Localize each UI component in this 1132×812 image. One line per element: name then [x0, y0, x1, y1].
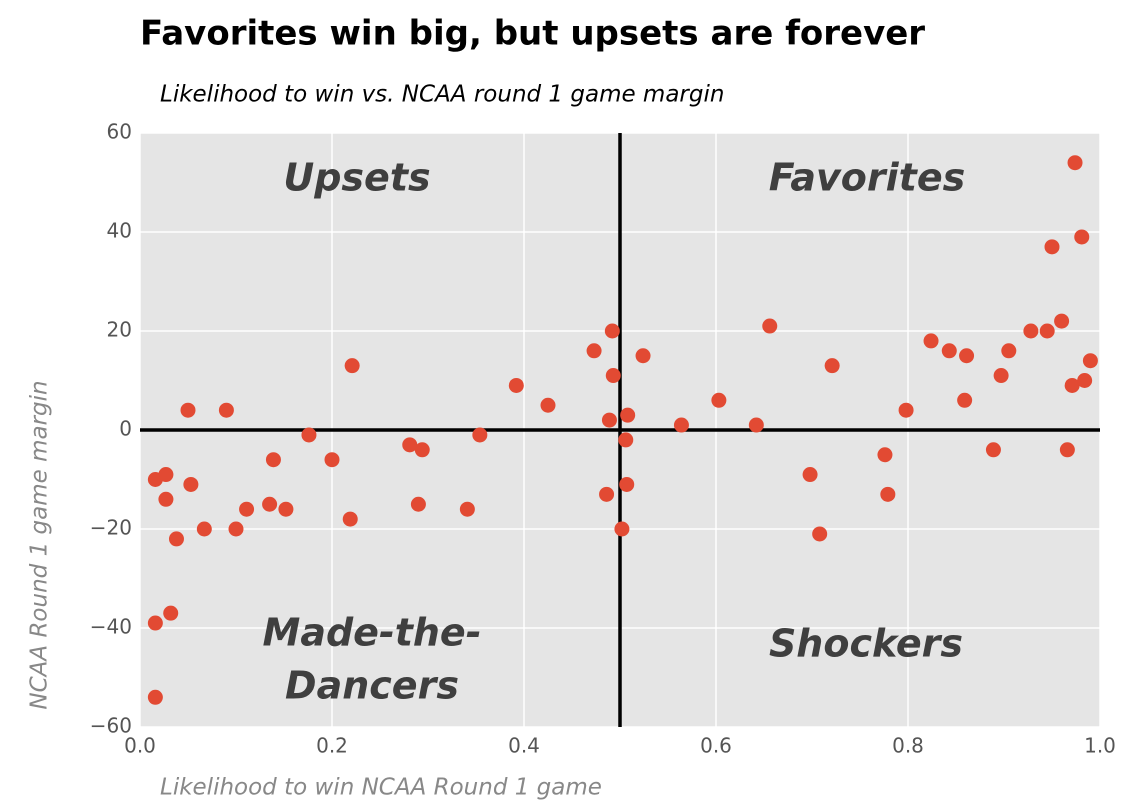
point: [278, 501, 294, 517]
point: [812, 526, 828, 542]
point: [508, 377, 524, 393]
point: [802, 467, 818, 483]
x-tick-label: 1.0: [1084, 734, 1116, 758]
quadrant-label: Shockers: [769, 622, 963, 666]
point: [265, 452, 281, 468]
point: [168, 531, 184, 547]
point: [880, 486, 896, 502]
point: [614, 521, 630, 537]
x-tick-label: 0.0: [124, 734, 156, 758]
point: [635, 348, 651, 364]
point: [877, 447, 893, 463]
point: [344, 358, 360, 374]
y-tick-label: −60: [90, 714, 132, 738]
point: [923, 333, 939, 349]
point: [414, 442, 430, 458]
y-tick-label: 40: [107, 219, 132, 243]
point: [324, 452, 340, 468]
point: [163, 605, 179, 621]
point: [147, 615, 163, 631]
x-tick-label: 0.8: [892, 734, 924, 758]
point: [540, 397, 556, 413]
point: [993, 368, 1009, 384]
quadrant-label: Favorites: [769, 156, 965, 200]
point: [941, 343, 957, 359]
point: [1077, 373, 1093, 388]
point: [218, 402, 234, 418]
point: [605, 368, 621, 384]
point: [1059, 442, 1075, 458]
y-tick-label: 0: [119, 417, 132, 441]
point: [620, 407, 636, 423]
point: [957, 392, 973, 408]
chart-subtitle: Likelihood to win vs. NCAA round 1 game …: [160, 82, 724, 108]
chart-title: Favorites win big, but upsets are foreve…: [140, 14, 925, 54]
point: [183, 476, 199, 492]
y-tick-label: 20: [107, 318, 132, 342]
point: [898, 402, 914, 418]
point: [196, 521, 212, 537]
point: [262, 496, 278, 512]
point: [472, 427, 488, 443]
point: [1001, 343, 1017, 359]
quadrant-label: Upsets: [283, 156, 430, 200]
point: [239, 501, 255, 517]
x-axis-label: Likelihood to win NCAA Round 1 game: [160, 775, 602, 801]
x-tick-label: 0.4: [508, 734, 540, 758]
point: [180, 402, 196, 418]
point: [959, 348, 975, 364]
point: [410, 496, 426, 512]
point: [748, 417, 764, 433]
point: [342, 511, 358, 527]
quadrant-label: Dancers: [285, 664, 459, 708]
point: [618, 432, 634, 448]
point: [599, 486, 615, 502]
point: [402, 437, 418, 453]
point: [1023, 323, 1039, 339]
point: [1054, 313, 1070, 329]
point: [824, 358, 840, 374]
point: [673, 417, 689, 433]
point: [1064, 377, 1080, 393]
point: [459, 501, 475, 517]
x-tick-label: 0.6: [700, 734, 732, 758]
point: [604, 323, 620, 339]
point: [762, 318, 778, 334]
point: [586, 343, 602, 359]
quadrant-label: Made-the-: [263, 611, 482, 655]
point: [147, 689, 163, 705]
point: [601, 412, 617, 428]
y-tick-label: 60: [107, 120, 132, 144]
y-axis-label: NCAA Round 1 game margin: [27, 380, 53, 709]
point: [619, 476, 635, 492]
y-tick-label: −40: [90, 615, 132, 639]
point: [1082, 353, 1098, 369]
y-tick-label: −20: [90, 516, 132, 540]
point: [711, 392, 727, 408]
x-tick-label: 0.2: [316, 734, 348, 758]
point: [1067, 155, 1083, 171]
point: [1074, 229, 1090, 245]
point: [158, 491, 174, 507]
point: [1044, 239, 1060, 255]
point: [1039, 323, 1055, 339]
point: [158, 467, 174, 483]
point: [301, 427, 317, 443]
point: [985, 442, 1001, 458]
point: [228, 521, 244, 537]
